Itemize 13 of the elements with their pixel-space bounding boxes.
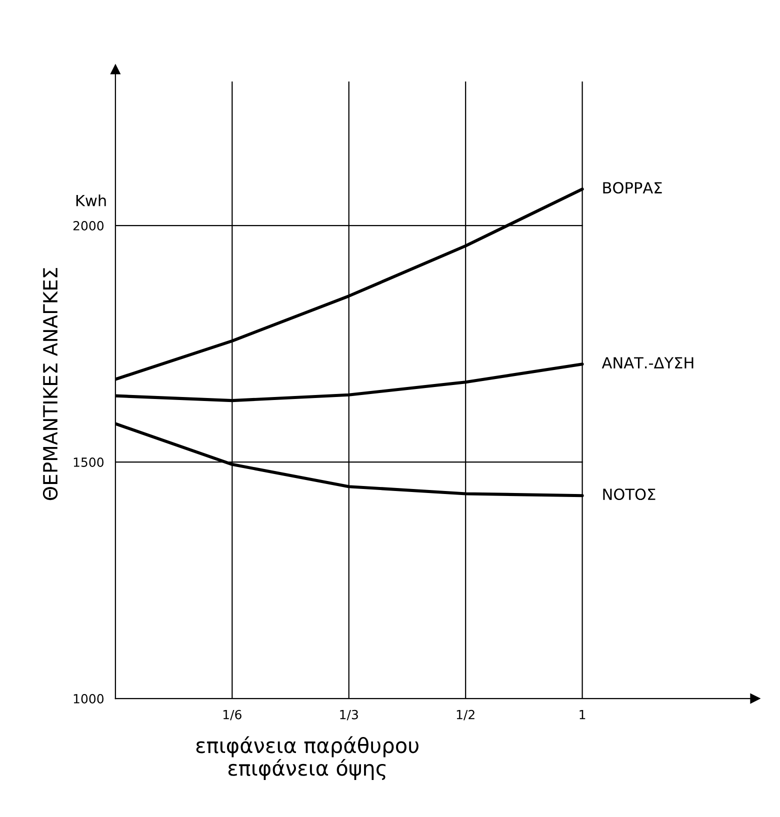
series-label: ΒΟΡΡΑΣ <box>603 182 662 194</box>
x-tick-label: 1/2 <box>456 710 474 720</box>
y-tick-label: 1500 <box>74 458 104 467</box>
series-label: ΝΟΤΟΣ <box>603 488 656 500</box>
x-tick-label: 1/3 <box>340 710 358 720</box>
y-axis-title: ΘΕΡΜΑΝΤΙΚΕΣ ΑΝΑΓΚΕΣ <box>42 268 58 500</box>
text: Kwh <box>76 194 106 206</box>
y-tick-label: 1000 <box>74 694 104 704</box>
series-label: ΑΝΑΤ.-ΔΥΣΗ <box>602 357 694 368</box>
x-axis-title: επιφάνεια παράθυρου επιφάνεια όψης <box>196 736 418 780</box>
x-tick-label: 1/6 <box>223 710 242 720</box>
x-tick-label: 1 <box>580 710 586 720</box>
y-tick-label: 2000 <box>73 221 104 230</box>
